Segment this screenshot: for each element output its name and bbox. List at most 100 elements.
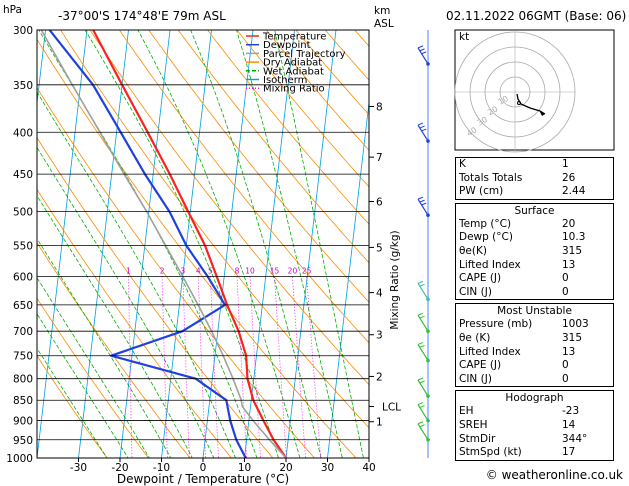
legend-entry: Dewpoint <box>263 40 311 51</box>
km-tick-label: 6 <box>376 196 383 208</box>
dewpoint-profile <box>48 30 247 458</box>
pressure-tick-label: 550 <box>13 240 33 252</box>
mixing-ratio-label: 15 <box>270 266 280 275</box>
index-row: StmDir 344° <box>456 433 613 447</box>
mixing-ratio-label: 8 <box>235 266 240 275</box>
isobar-lines <box>37 29 369 459</box>
index-row: Temp (°C) 20 <box>456 218 613 232</box>
hodograph-params-box: Hodograph EH -23 SREH 14 StmDir 344° StmSpd (kt… <box>455 390 614 461</box>
wet-adiabat-line <box>37 276 150 458</box>
index-label: θe(K) <box>459 244 487 257</box>
pressure-tick-label: 450 <box>13 169 33 181</box>
km-axis: 1 2 3 4 5 6 7 8 LCL <box>369 101 401 429</box>
dry-adiabat-line <box>265 30 369 151</box>
index-label: θe (K) <box>459 331 491 344</box>
dry-adiabat-line <box>118 30 369 344</box>
wind-barb-column <box>417 30 430 458</box>
pressure-axis: 300 350 400 450 500 550 600 650 700 750 800 850 900 9… <box>6 25 33 465</box>
dry-adiabat-line <box>60 30 369 429</box>
isotherm-line <box>285 30 337 458</box>
wet-adiabat-line <box>37 91 236 458</box>
index-label: Temp (°C) <box>459 217 512 230</box>
pressure-tick-label: 900 <box>13 416 33 428</box>
index-row: θe(K) 315 <box>456 245 613 259</box>
km-tick-label: 7 <box>376 152 383 164</box>
wet-adiabat-line <box>236 30 343 458</box>
index-value: -23 <box>562 405 580 418</box>
wet-adiabat-line <box>84 30 279 458</box>
index-value: 0 <box>562 359 569 372</box>
x-tick-label: 10 <box>238 462 251 474</box>
x-tick-label: 40 <box>362 462 375 474</box>
index-row: Lifted Index 13 <box>456 259 613 273</box>
pressure-tick-label: 600 <box>13 271 33 283</box>
index-value: 13 <box>562 345 576 358</box>
pressure-tick-label: 850 <box>13 395 33 407</box>
mixing-ratio-axis-title: Mixing Ratio (g/kg) <box>389 230 401 329</box>
km-tick-label: 5 <box>376 242 383 254</box>
legend-entry: Isotherm <box>263 75 307 86</box>
pressure-tick-label: 800 <box>13 374 33 386</box>
index-label: CAPE (J) <box>459 272 502 285</box>
x-tick-label: -30 <box>70 462 87 474</box>
pressure-tick-label: 750 <box>13 351 33 363</box>
index-label: CAPE (J) <box>459 359 502 372</box>
wind-barb <box>417 280 430 302</box>
wind-barb <box>417 196 430 217</box>
x-tick-label: 0 <box>200 462 207 474</box>
hodograph-ring-label: 10 <box>497 94 510 107</box>
parcel-trajectory-profile <box>40 30 287 458</box>
mixing-ratio-label: 5 <box>208 266 213 275</box>
index-label: K <box>459 158 466 170</box>
index-label: Totals Totals <box>459 171 523 184</box>
index-value: 0 <box>562 372 569 385</box>
lcl-label: LCL <box>382 401 401 413</box>
wind-barb <box>417 341 430 363</box>
wet-adiabat-line <box>190 30 322 458</box>
wind-barb <box>417 45 430 66</box>
x-axis-title: Dewpoint / Temperature (°C) <box>117 472 289 486</box>
km-axis-label: km <box>374 5 390 17</box>
pressure-tick-label: 950 <box>13 435 33 447</box>
index-row: CIN (J) 0 <box>456 286 613 300</box>
index-label: Lifted Index <box>459 258 521 271</box>
dry-adiabat-line <box>148 30 369 303</box>
index-row: Totals Totals 26 <box>456 172 613 186</box>
dry-adiabat-line <box>37 38 357 458</box>
section-title: Hodograph <box>505 392 564 405</box>
dry-adiabat-line <box>89 30 369 386</box>
index-label: EH <box>459 405 474 418</box>
legend-entry: Mixing Ratio <box>263 84 325 95</box>
km-tick-label: 1 <box>376 417 383 429</box>
hodograph-unit-label: kt <box>459 31 469 43</box>
index-value: 344° <box>562 432 588 445</box>
basic-indices-box: K 1 Totals Totals 26 PW (cm) 2.44 <box>455 157 614 200</box>
most-unstable-box: Most Unstable Pressure (mb) 1003 θe (K) 315 L… <box>455 303 614 388</box>
isotherm-lines <box>37 30 369 458</box>
mixing-ratio-labels: 1 2 3 4 5 8 10 15 20 25 <box>126 266 312 275</box>
index-value: 13 <box>562 258 576 271</box>
index-value: 1 <box>562 158 569 170</box>
hodograph-ring-label: 30 <box>476 115 489 128</box>
index-label: SREH <box>459 418 488 431</box>
x-tick-label: -20 <box>111 462 128 474</box>
dry-adiabat-line <box>37 242 191 458</box>
pressure-tick-label: 700 <box>13 326 33 338</box>
index-row: PW (cm) 2.44 <box>456 185 613 199</box>
mixing-ratio-label: 10 <box>245 266 255 275</box>
dry-adiabat-line <box>37 188 232 458</box>
index-label: StmSpd (kt) <box>459 446 522 459</box>
index-label: Lifted Index <box>459 345 521 358</box>
wind-barb <box>417 377 430 398</box>
hpa-axis-label: hPa <box>3 4 22 16</box>
index-label: Dewp (°C) <box>459 231 513 244</box>
mixing-ratio-label: 20 <box>288 266 298 275</box>
mixing-ratio-line <box>128 276 133 458</box>
index-label: CIN (J) <box>459 372 492 385</box>
pressure-tick-label: 500 <box>13 207 33 219</box>
index-value: 0 <box>562 285 569 298</box>
temperature-axis: -30 -20 -10 0 10 20 30 40 <box>70 458 376 474</box>
pressure-tick-label: 400 <box>13 127 33 139</box>
x-tick-label: 30 <box>321 462 334 474</box>
